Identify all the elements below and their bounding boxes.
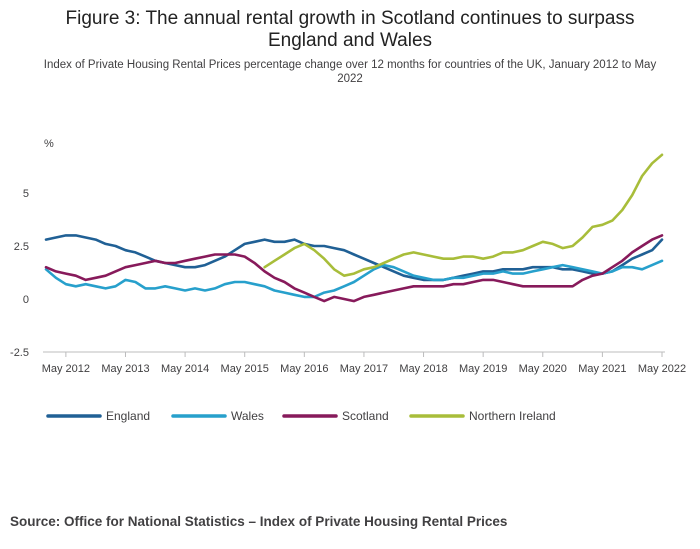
y-tick-label: 5 — [23, 188, 29, 200]
series-line-northern-ireland — [263, 153, 664, 277]
x-tick-label: May 2012 — [42, 363, 90, 375]
y-tick-label: 0 — [23, 294, 29, 306]
x-tick-label: May 2021 — [578, 363, 626, 375]
legend-label-england: England — [106, 409, 150, 423]
y-axis-ticks: 5 2.5 0 -2.5 — [10, 188, 29, 359]
series-lines — [44, 153, 664, 303]
x-tick-label: May 2018 — [399, 363, 447, 375]
legend-label-scotland: Scotland — [342, 409, 389, 423]
chart-title: Figure 3: The annual rental growth in Sc… — [65, 8, 635, 51]
series-line-wales — [44, 259, 664, 299]
line-chart: % 52.50-2.5 May 2012 May 2013 May 2014 May … — [10, 138, 686, 423]
x-tick-label: May 2013 — [101, 363, 149, 375]
y-tick-label: -2.5 — [10, 347, 29, 359]
series-line-scotland — [44, 234, 664, 303]
x-tick-label: May 2015 — [221, 363, 269, 375]
chart-subtitle: Index of Private Housing Rental Prices p… — [43, 59, 657, 85]
x-tick-label: May 2022 — [638, 363, 686, 375]
y-tick-label: 2.5 — [14, 241, 29, 253]
legend: England Wales Scotland Northern Ireland — [46, 409, 556, 423]
series-line-england — [44, 234, 664, 282]
legend-label-northern-ireland: Northern Ireland — [469, 409, 556, 423]
legend-label-wales: Wales — [231, 409, 264, 423]
source-note: Source: Office for National Statistics –… — [10, 514, 508, 529]
x-axis: May 2012 May 2013 May 2014 May 2015 May 2016… — [42, 351, 686, 375]
x-tick-label: May 2020 — [519, 363, 567, 375]
x-tick-label: May 2014 — [161, 363, 209, 375]
x-tick-label: May 2017 — [340, 363, 388, 375]
x-tick-label: May 2016 — [280, 363, 328, 375]
y-axis-label: % — [44, 138, 54, 150]
x-tick-label: May 2019 — [459, 363, 507, 375]
